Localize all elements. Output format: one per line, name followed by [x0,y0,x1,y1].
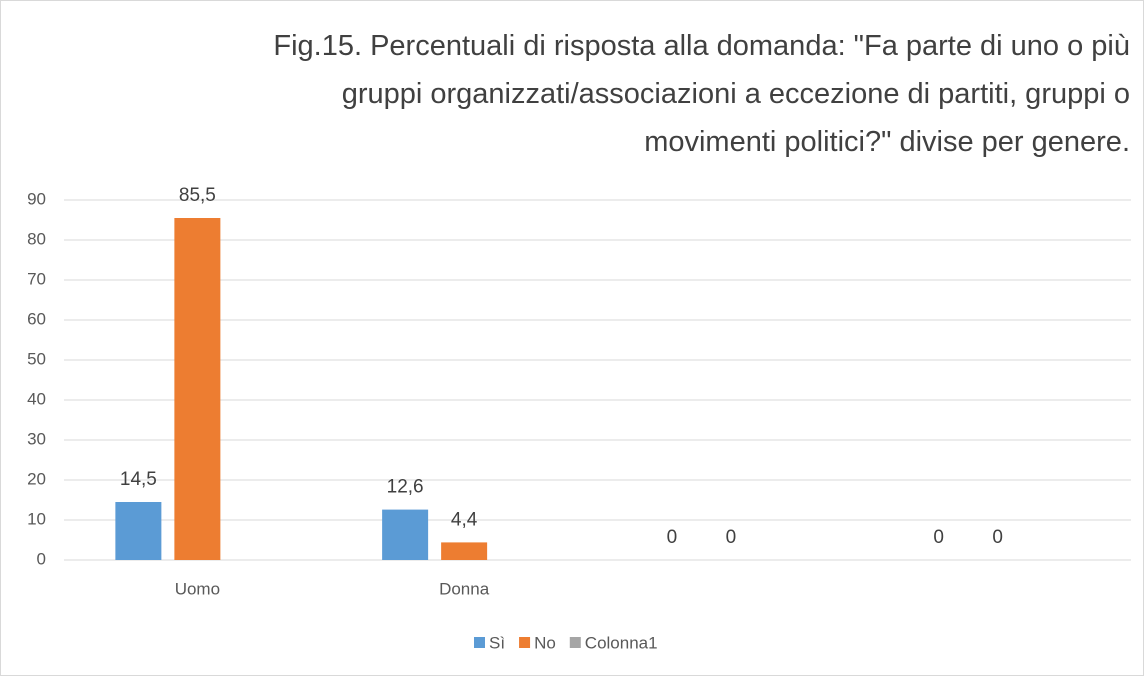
legend-swatch [519,637,531,648]
y-tick-label: 0 [37,549,46,568]
y-tick-label: 30 [27,429,46,448]
x-tick-label: Donna [439,579,490,598]
data-label: 85,5 [179,185,216,206]
data-label: 0 [933,527,944,548]
bar [115,502,162,560]
data-label: 14,5 [120,469,157,490]
legend-label: No [534,633,556,652]
data-label: 12,6 [387,477,424,498]
data-label: 0 [992,527,1003,548]
bar [441,542,488,560]
bar [174,218,221,560]
legend-swatch [474,637,485,648]
y-tick-label: 40 [27,389,46,408]
legend-label: Colonna1 [585,633,658,652]
y-tick-label: 90 [27,189,46,208]
data-label: 0 [667,527,678,548]
y-tick-label: 80 [27,229,46,248]
bar [382,509,429,560]
data-label: 0 [726,527,737,548]
y-tick-label: 60 [27,309,46,328]
data-label: 4,4 [451,509,478,530]
y-tick-label: 70 [27,269,46,288]
y-tick-label: 20 [27,469,46,488]
y-tick-label: 50 [27,349,46,368]
legend-label: Sì [489,633,505,652]
x-tick-label: Uomo [175,579,220,598]
y-tick-label: 10 [27,509,46,528]
chart-title: Fig.15. Percentuali di risposta alla dom… [273,30,1130,158]
legend-swatch [569,637,581,648]
